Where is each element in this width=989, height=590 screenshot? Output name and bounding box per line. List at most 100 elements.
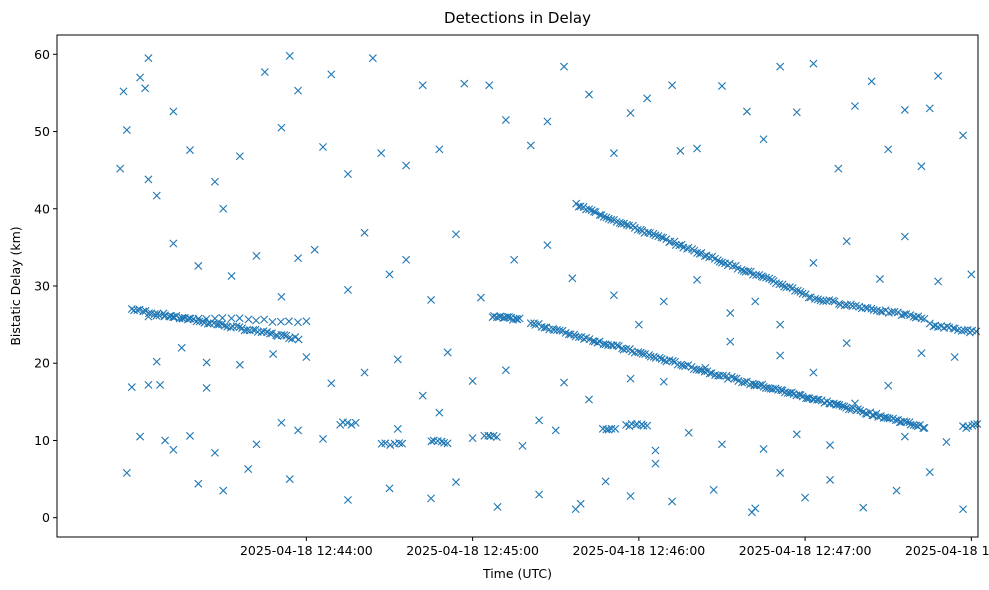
- data-point: [452, 478, 460, 487]
- y-tick-label: 50: [34, 124, 50, 139]
- data-point: [555, 326, 564, 335]
- data-point: [260, 68, 269, 77]
- data-point: [959, 131, 968, 140]
- data-point: [715, 371, 724, 380]
- data-point: [501, 366, 510, 375]
- data-point: [540, 323, 549, 332]
- data-point: [728, 262, 737, 271]
- data-point: [418, 391, 427, 400]
- data-point: [809, 258, 818, 267]
- data-point: [792, 108, 801, 117]
- data-point: [285, 334, 294, 343]
- data-point: [705, 369, 714, 378]
- data-point: [244, 465, 253, 474]
- data-point: [905, 418, 914, 427]
- data-point: [612, 217, 621, 226]
- data-point: [950, 353, 959, 362]
- data-point: [252, 440, 261, 449]
- data-point: [526, 141, 535, 150]
- data-point: [144, 380, 153, 389]
- data-point: [302, 353, 311, 362]
- data-point: [587, 206, 596, 215]
- data-point: [219, 204, 228, 213]
- data-point: [599, 212, 608, 221]
- data-point: [869, 306, 878, 315]
- data-point: [443, 348, 452, 357]
- data-point: [659, 377, 668, 386]
- data-point: [730, 374, 739, 383]
- data-point: [227, 314, 236, 323]
- data-point: [970, 420, 979, 429]
- data-point: [695, 365, 704, 374]
- data-point: [942, 438, 951, 446]
- data-point: [136, 73, 145, 82]
- data-point: [684, 428, 693, 437]
- data-point: [715, 257, 724, 266]
- data-point: [925, 468, 934, 477]
- data-point: [468, 434, 477, 443]
- y-tick-label: 40: [34, 201, 50, 216]
- data-point: [913, 422, 922, 431]
- data-point: [551, 426, 560, 435]
- data-point: [900, 105, 909, 114]
- data-point: [619, 345, 628, 354]
- y-tick-label: 30: [34, 279, 50, 294]
- y-axis-title: Bistatic Delay (km): [8, 226, 23, 345]
- data-point: [244, 315, 253, 324]
- data-point: [385, 484, 394, 493]
- data-point: [186, 431, 194, 440]
- data-point: [277, 292, 286, 301]
- data-point: [360, 228, 369, 237]
- data-point: [776, 62, 785, 71]
- data-point: [675, 241, 684, 250]
- data-point: [122, 468, 131, 477]
- data-point: [452, 230, 460, 239]
- data-point: [584, 90, 593, 99]
- data-point: [804, 293, 813, 302]
- data-point: [822, 297, 831, 306]
- data-point: [657, 233, 666, 242]
- data-point: [676, 146, 685, 155]
- data-point: [668, 81, 677, 90]
- data-point: [885, 414, 894, 423]
- data-point: [693, 144, 702, 153]
- data-point: [427, 494, 436, 503]
- data-point: [867, 77, 876, 86]
- data-point: [560, 62, 569, 71]
- data-point: [277, 123, 286, 132]
- data-point: [737, 265, 746, 274]
- data-point: [777, 386, 786, 395]
- data-point: [959, 505, 968, 514]
- data-point: [235, 360, 244, 369]
- data-point: [601, 477, 610, 486]
- data-point: [590, 207, 599, 216]
- y-tick-label: 10: [34, 433, 50, 448]
- data-point: [460, 79, 469, 88]
- data-point: [280, 331, 289, 340]
- data-point: [785, 283, 794, 292]
- data-point: [850, 102, 859, 111]
- x-tick-label: 2025-04-18 12:46:00: [572, 543, 705, 558]
- data-point: [437, 437, 446, 446]
- data-point: [210, 448, 219, 457]
- data-point: [850, 399, 859, 408]
- data-point: [902, 417, 911, 426]
- data-point: [327, 379, 336, 388]
- data-point: [235, 323, 244, 332]
- data-point: [695, 249, 704, 258]
- data-point: [493, 502, 502, 511]
- data-point: [141, 306, 150, 315]
- data-point: [169, 445, 178, 454]
- data-point: [867, 304, 876, 313]
- data-point: [834, 164, 843, 173]
- data-point: [825, 296, 834, 305]
- data-point: [435, 145, 444, 154]
- data-point: [651, 446, 660, 455]
- data-point: [609, 291, 618, 300]
- data-point: [268, 318, 277, 326]
- data-point: [169, 239, 178, 248]
- data-point: [169, 107, 178, 116]
- data-point: [232, 322, 241, 331]
- data-point: [249, 325, 258, 334]
